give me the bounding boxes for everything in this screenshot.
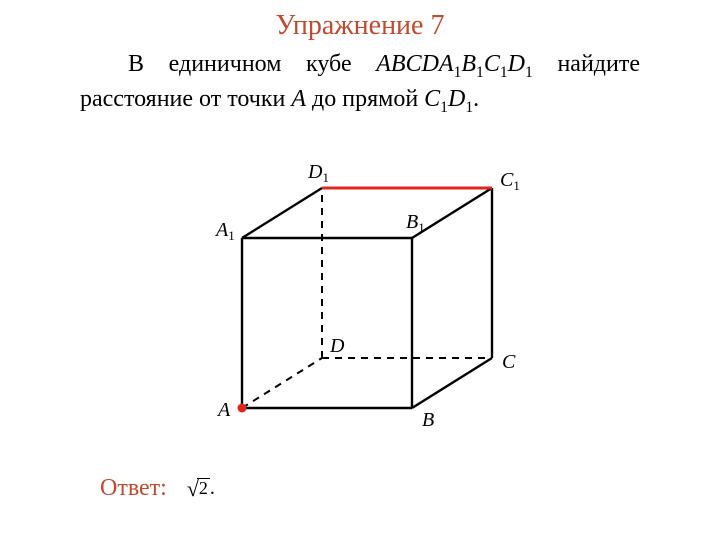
edge-BC [412,358,492,408]
cube-name: ABCDA1B1C1D1 [376,51,533,77]
sym: D [448,86,465,112]
edge-AD [242,358,322,408]
sub: 1 [440,99,448,116]
text-frag: . [473,86,479,112]
label-B: B [422,409,434,431]
sym: C [484,51,500,77]
hidden-edges [242,188,492,408]
sym: B [461,51,476,77]
edge-A1D1 [242,188,322,238]
label-C1: C1 [500,169,520,193]
label-C: C [502,351,516,373]
vertex-labels: A B C D A1 B1 C1 D1 [214,161,520,431]
answer-row: Ответ: √ 2 . [100,475,215,502]
text-frag: В единичном кубе [128,51,376,77]
point-A-marker [238,404,247,413]
sub: 1 [476,64,484,81]
label-D: D [329,335,345,357]
problem-statement: В единичном кубе ABCDA1B1C1D1 найдите ра… [80,48,640,118]
label-A: A [216,399,231,421]
label-D1: D1 [307,161,329,185]
label-A1: A1 [214,219,235,243]
sym: D [508,51,525,77]
exercise-title: Упражнение 7 [0,10,720,42]
cube-figure: A B C D A1 B1 C1 D1 [150,128,570,448]
visible-edges [242,188,492,408]
sub: 1 [525,64,533,81]
label-B1: B1 [406,211,425,235]
line-name: C1D1 [424,86,473,112]
sub: 1 [500,64,508,81]
sqrt-expr: √ 2 [187,478,210,500]
sub: 1 [465,99,473,116]
text-frag: до прямой [306,86,424,112]
answer-value: √ 2 . [187,477,215,500]
radicand: 2 [197,478,210,499]
answer-label: Ответ: [100,475,167,502]
sym: ABCDA [376,51,453,77]
point-A: A [291,86,306,112]
sym: C [424,86,440,112]
answer-dot: . [210,477,215,500]
